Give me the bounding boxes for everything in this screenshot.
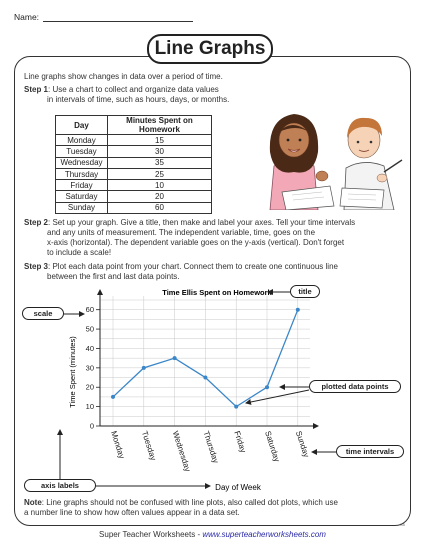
note-line1: : Line graphs should not be confused wit… xyxy=(41,498,338,507)
step2-line1: : Set up your graph. Give a title, then … xyxy=(48,218,356,227)
note-line2: a number line to show how often values a… xyxy=(24,508,240,517)
data-point xyxy=(265,385,269,390)
x-tick-label: Thursday xyxy=(201,430,220,465)
page-title: Line Graphs xyxy=(147,34,273,64)
table-row: Thursday 25 xyxy=(55,167,212,181)
intro-text: Line graphs show changes in data over a … xyxy=(24,72,223,81)
step3-label: Step 3 xyxy=(24,262,49,271)
data-point xyxy=(172,356,177,361)
footer-url[interactable]: www.superteacherworksheets.com xyxy=(202,530,326,539)
step1-label: Step 1 xyxy=(24,85,49,94)
data-point xyxy=(141,365,146,370)
callout-title: title xyxy=(290,285,320,298)
step1-text: Step 1: Use a chart to collect and organ… xyxy=(24,85,254,105)
step2-line4: to include a scale! xyxy=(47,248,112,257)
callout-axis-labels: axis labels xyxy=(24,479,96,492)
data-point xyxy=(203,375,208,380)
chart-ylabel: Time Spent (minutes) xyxy=(68,336,77,408)
footer: Super Teacher Worksheets - www.superteac… xyxy=(0,530,425,539)
note-text: Note: Line graphs should not be confused… xyxy=(24,498,404,518)
x-tick-label: Saturday xyxy=(263,430,281,463)
data-point xyxy=(234,404,239,409)
y-tick-label: 20 xyxy=(86,383,94,392)
y-tick-label: 40 xyxy=(86,344,94,353)
y-tick-label: 30 xyxy=(86,363,94,372)
x-tick-label: Wednesday xyxy=(171,430,193,473)
y-tick-label: 60 xyxy=(86,305,94,314)
name-label: Name: xyxy=(14,12,40,22)
callout-arrows xyxy=(57,289,336,489)
table-row: Sunday 60 xyxy=(55,201,212,215)
step1-line2: in intervals of time, such as hours, day… xyxy=(47,95,230,104)
x-tick-label: Monday xyxy=(109,430,126,460)
step1-line1: : Use a chart to collect and organize da… xyxy=(48,85,219,94)
callout-plotted-points: plotted data points xyxy=(309,380,401,393)
x-tick-label: Friday xyxy=(232,430,247,454)
page-code: S5 xyxy=(400,522,405,527)
data-point xyxy=(295,307,300,312)
callout-scale: scale xyxy=(22,307,64,320)
step2-text: Step 2: Set up your graph. Give a title,… xyxy=(24,218,404,258)
name-line xyxy=(43,13,194,22)
data-point xyxy=(111,394,115,399)
worksheet-papers xyxy=(281,185,385,210)
table-cell-day: Sunday xyxy=(55,201,108,215)
step3-text: Step 3: Plot each data point from your c… xyxy=(24,262,404,282)
chart-axes xyxy=(97,289,319,429)
step3-line1: : Plot each data point from your chart. … xyxy=(48,262,338,271)
y-tick-label: 0 xyxy=(90,422,94,431)
note-label: Note xyxy=(24,498,42,507)
x-tick-label: Sunday xyxy=(294,430,311,459)
chart-ticks: 0 10 20 30 40 50 60 Monday Tuesday Wednesday Thurs… xyxy=(86,305,311,472)
name-field: Name: xyxy=(14,12,194,22)
footer-text: Super Teacher Worksheets - xyxy=(99,530,203,539)
kids-illustration xyxy=(269,114,403,210)
step3-line2: between the first and last data points. xyxy=(47,272,180,281)
homework-table: Day Minutes Spent on Homework Monday 15 T… xyxy=(55,115,212,215)
step2-label: Step 2 xyxy=(24,218,49,227)
table-cell-minutes: 60 xyxy=(107,201,212,215)
y-tick-label: 10 xyxy=(86,402,94,411)
table-row: Friday 10 xyxy=(55,179,212,192)
chart-xlabel: Day of Week xyxy=(215,483,262,492)
step2-line3: x-axis (horizontal). The dependent varia… xyxy=(47,238,345,247)
table-row: Tuesday 30 xyxy=(55,145,212,158)
table-row: Monday 15 xyxy=(55,133,212,147)
chart-grid xyxy=(100,296,310,426)
chart-points xyxy=(111,307,300,409)
step2-line2: and any units of measurement. The indepe… xyxy=(47,228,316,237)
chart-title: Time Ellis Spent on Homework xyxy=(162,288,272,297)
y-tick-label: 50 xyxy=(86,325,94,334)
callout-time-intervals: time intervals xyxy=(336,445,404,458)
x-tick-label: Tuesday xyxy=(140,430,158,462)
